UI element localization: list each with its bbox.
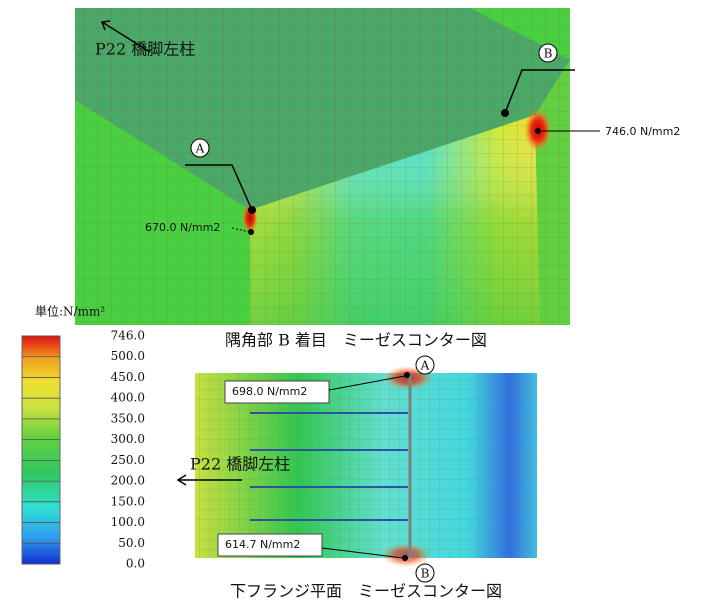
legend-unit: 単位:N/mm²	[35, 304, 105, 319]
direction-label: P22 橋脚左柱	[190, 455, 290, 474]
legend-label: 250.0	[111, 453, 145, 467]
caption: 下フランジ平面 ミーゼスコンター図	[230, 582, 502, 601]
legend-label: 500.0	[111, 349, 145, 363]
figure: P22 橋脚左柱 A B 746.0 N/mm2 670.0 N/mm2 隅角部…	[0, 0, 703, 604]
marker-label: B	[421, 567, 430, 581]
point	[248, 229, 254, 235]
legend-label: 400.0	[111, 391, 145, 405]
marker-label: A	[195, 142, 205, 156]
value-note: 614.7 N/mm2	[225, 538, 300, 551]
value-note: 746.0 N/mm2	[605, 125, 680, 138]
legend-label: 450.0	[111, 370, 145, 384]
point	[404, 372, 410, 378]
caption: 隅角部 B 着目 ミーゼスコンター図	[225, 331, 487, 350]
marker-label: A	[420, 359, 430, 373]
legend-label: 150.0	[111, 494, 145, 508]
point	[501, 109, 509, 117]
legend-label: 300.0	[111, 432, 145, 446]
point	[535, 128, 541, 134]
legend-label: 350.0	[111, 411, 145, 425]
value-note: 670.0 N/mm2	[145, 221, 220, 234]
color-bar	[22, 336, 60, 564]
point	[402, 555, 408, 561]
point	[248, 206, 256, 214]
legend-label: 0.0	[126, 557, 145, 571]
value-note: 698.0 N/mm2	[232, 385, 307, 398]
legend-label: 746.0	[111, 329, 145, 343]
legend-label: 200.0	[111, 474, 145, 488]
legend-label: 50.0	[118, 536, 145, 550]
direction-label: P22 橋脚左柱	[95, 40, 195, 59]
marker-label: B	[544, 47, 553, 61]
legend-label: 100.0	[111, 515, 145, 529]
